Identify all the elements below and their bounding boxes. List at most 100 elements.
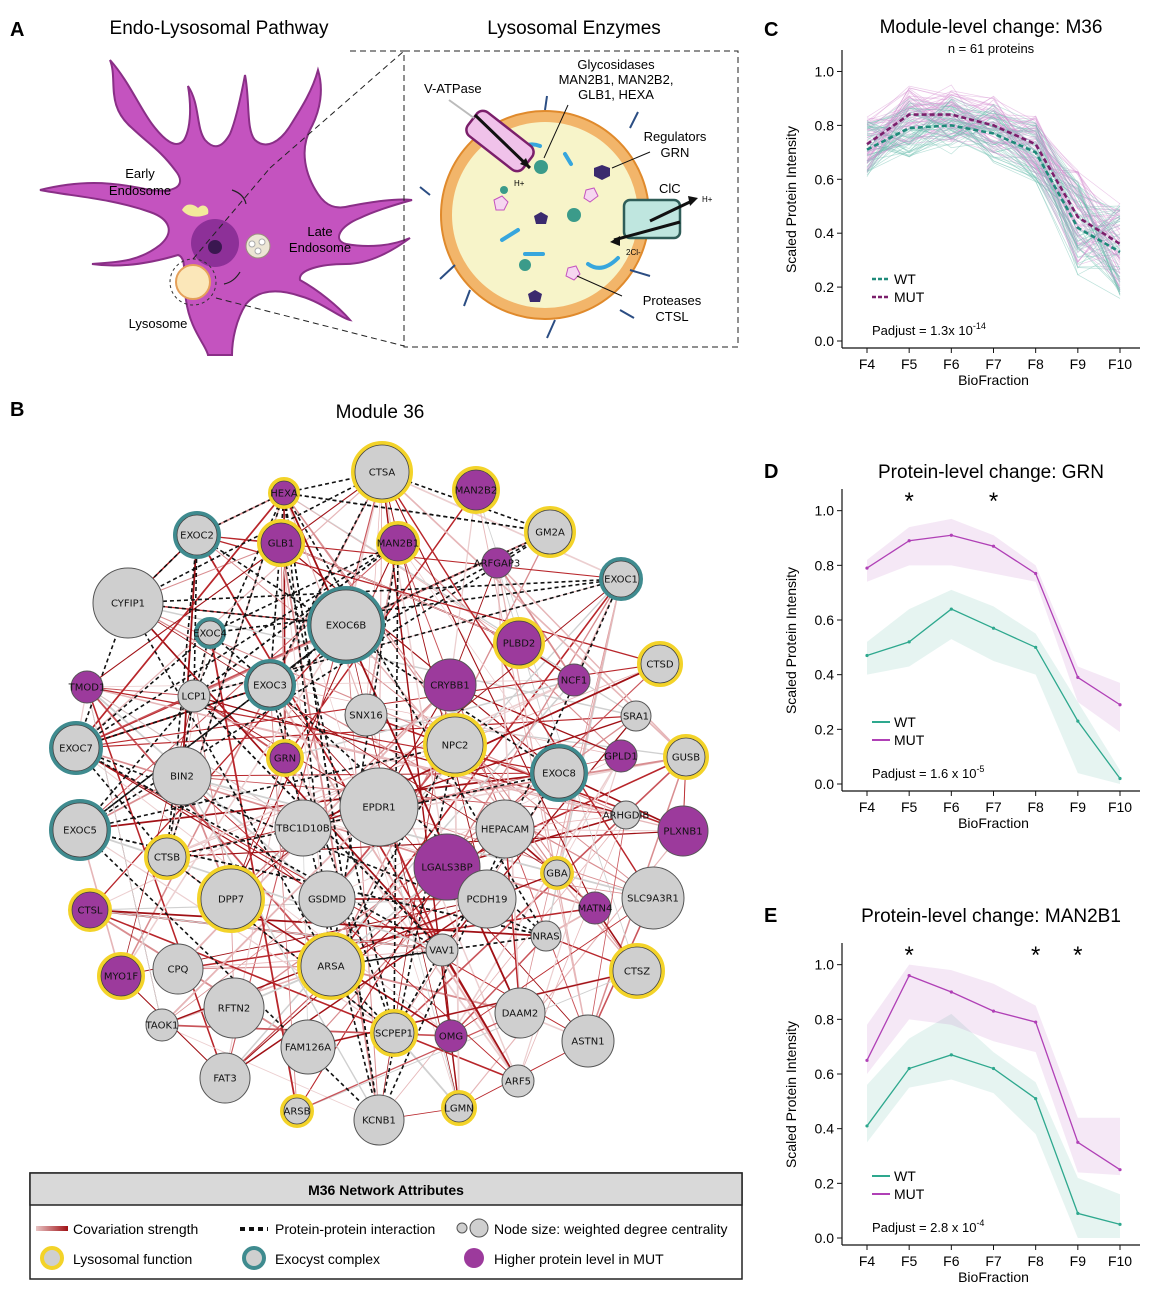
- panel-letter-c: C: [764, 19, 778, 41]
- covariation-edge: [86, 686, 226, 1079]
- network-legend: M36 Network Attributes Covariation stren…: [29, 1172, 743, 1280]
- protein-trace: [866, 107, 1121, 282]
- series-ribbon: [867, 589, 1120, 784]
- protein-trace: [866, 102, 1121, 248]
- data-point: [1076, 675, 1080, 680]
- network-node: NPC2: [423, 713, 487, 777]
- ppi-edge: [127, 602, 332, 967]
- network-node: TMOD1: [68, 670, 105, 704]
- label-lysosome: Lysosome: [129, 316, 188, 331]
- ppi-edge: [166, 695, 195, 858]
- node-circle: [524, 506, 576, 558]
- covariation-edge: [556, 755, 622, 874]
- y-tick-label: 0.4: [815, 667, 835, 683]
- legend-node-large: [469, 1218, 489, 1238]
- protein-trace: [866, 99, 1121, 257]
- x-tick-label: F8: [1027, 799, 1044, 815]
- legend-label: MUT: [894, 289, 925, 305]
- chart-e: Protein-level change: MAN2B1 0.0 0.2 0.4 0.6…: [783, 906, 1140, 1285]
- protein-trace: [866, 126, 1121, 299]
- network-node: EPDR1: [339, 767, 419, 847]
- network-node: SCPEP1: [370, 1009, 418, 1057]
- data-point: [949, 1053, 953, 1057]
- covariation-edge: [441, 949, 519, 1082]
- node-circle: [657, 805, 709, 857]
- node-circle: [376, 521, 420, 565]
- ppi-edge: [75, 542, 399, 749]
- data-point: [991, 1009, 996, 1013]
- series-line: [866, 124, 1121, 254]
- chart-title: Protein-level change: MAN2B1: [861, 906, 1121, 927]
- node-inner-ring: [602, 560, 640, 598]
- node-circle: [621, 866, 685, 930]
- covariation-edge: [166, 632, 211, 858]
- label-late-2: Endosome: [289, 240, 351, 255]
- protein-trace: [866, 124, 1121, 270]
- legend-label: MUT: [894, 1186, 925, 1202]
- node-circle: [266, 739, 304, 777]
- network-node: EXOC4: [193, 617, 227, 649]
- network-node: FAT3: [199, 1052, 251, 1104]
- protein-trace: [866, 103, 1121, 269]
- network-node: MATN4: [578, 891, 612, 925]
- protein-trace: [866, 127, 1121, 285]
- protein-trace: [866, 121, 1121, 258]
- network-node: EXOC3: [244, 659, 296, 711]
- node-circle: [611, 800, 641, 830]
- protein-trace: [866, 103, 1121, 296]
- node-label: ARSA: [317, 962, 344, 973]
- network-node: GLB1: [257, 519, 305, 567]
- node-label: FAM126A: [285, 1043, 331, 1054]
- node-inner-ring: [666, 737, 706, 777]
- x-tick-label: F5: [901, 356, 918, 372]
- y-tick-label: 0.8: [815, 1011, 835, 1027]
- node-circle: [49, 721, 103, 775]
- protein-trace: [866, 117, 1121, 290]
- covariation-edge: [120, 471, 383, 977]
- node-inner-ring: [147, 837, 187, 877]
- legend-lysosomal: Lysosomal function: [73, 1251, 192, 1267]
- node-circle: [152, 943, 204, 995]
- network-node: NRAS: [530, 920, 562, 952]
- network-node: KCNB1: [353, 1094, 405, 1146]
- network-node: CTSA: [351, 441, 413, 503]
- arrow-early-to-late: [231, 189, 247, 205]
- node-circle: [423, 713, 487, 777]
- node-inner-ring: [200, 868, 262, 930]
- data-point: [991, 544, 996, 548]
- protein-trace: [866, 115, 1121, 273]
- node-label: SRA1: [623, 712, 649, 723]
- panel-letter-e: E: [764, 905, 777, 927]
- node-inner-ring: [310, 589, 382, 661]
- covariation-edge: [450, 935, 547, 1037]
- y-tick-label: 0.2: [815, 721, 835, 737]
- node-inner-ring: [52, 802, 108, 858]
- node-label: CTSZ: [624, 967, 650, 978]
- ppi-edge: [75, 684, 271, 749]
- node-circle: [68, 888, 112, 932]
- network-node: RFTN2: [203, 977, 265, 1039]
- protein-trace: [866, 95, 1121, 262]
- data-point: [865, 1058, 869, 1062]
- node-circle: [481, 547, 513, 579]
- node-label: EXOC3: [253, 681, 287, 692]
- protein-trace: [866, 115, 1121, 266]
- network-node: TAOK1: [145, 1008, 179, 1042]
- network-node: EXOC6B: [307, 586, 385, 664]
- x-tick-label: F8: [1027, 356, 1044, 372]
- data-point: [1034, 645, 1038, 649]
- protein-trace: [866, 93, 1121, 216]
- node-label: LGMN: [444, 1104, 473, 1115]
- protein-trace: [866, 115, 1121, 264]
- membrane-proteins: [419, 95, 651, 339]
- ppi-edge: [127, 471, 383, 604]
- neuron-illustration: [39, 50, 413, 356]
- protein-trace: [866, 116, 1121, 270]
- panel-a-title-right: Lysosomal Enzymes: [487, 18, 661, 39]
- node-circle: [49, 799, 111, 861]
- node-circle: [494, 987, 546, 1039]
- node-inner-ring: [269, 742, 301, 774]
- clc-arrow-out: [649, 198, 695, 223]
- covariation-edge: [181, 775, 654, 899]
- ppi-edge: [441, 772, 560, 951]
